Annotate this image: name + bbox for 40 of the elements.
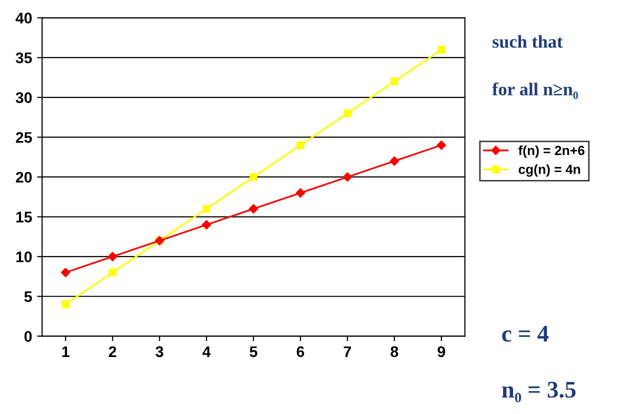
y-tick-label: 35: [16, 52, 32, 64]
point: [108, 268, 116, 276]
point: [344, 109, 352, 118]
y-tick-label: 40: [16, 12, 32, 24]
point: [202, 205, 210, 213]
point: [390, 156, 400, 166]
y-tick-label: 5: [24, 291, 32, 302]
x-tick-label: 5: [250, 346, 258, 358]
y-tick-label: 15: [16, 212, 32, 222]
y-tick-label: 25: [16, 132, 32, 143]
x-tick-label: 9: [438, 346, 446, 358]
x-tick-label: 6: [296, 346, 304, 358]
y-tick-label: 20: [16, 172, 32, 183]
x-tick-label: 3: [156, 346, 164, 358]
y-tick-label: 30: [16, 92, 32, 104]
text: such that: [492, 35, 563, 48]
point: [390, 78, 398, 86]
text: for all n≥n₀: [492, 82, 578, 99]
point: [248, 204, 258, 214]
point: [438, 46, 446, 54]
point: [202, 220, 212, 230]
text: n₀ = 3.5: [502, 382, 576, 402]
x-tick-label: 8: [390, 346, 398, 358]
y-tick-label: 10: [16, 251, 32, 262]
point: [108, 252, 118, 262]
point: [60, 268, 70, 278]
point: [296, 188, 306, 198]
x-tick-label: 2: [108, 346, 116, 357]
x-tick-label: 4: [202, 346, 211, 357]
legend-label: f(n) = 2n+6: [518, 145, 584, 158]
text: c = 4: [502, 326, 548, 342]
x-tick-label: 1: [62, 346, 70, 357]
point: [296, 141, 304, 149]
point: [436, 140, 446, 150]
point: [342, 172, 352, 182]
y-tick-label: 0: [24, 331, 32, 342]
point: [250, 173, 258, 181]
point: [62, 300, 70, 308]
legend-label: cg(n) = 4n: [518, 164, 580, 177]
x-tick-label: 7: [344, 346, 352, 357]
